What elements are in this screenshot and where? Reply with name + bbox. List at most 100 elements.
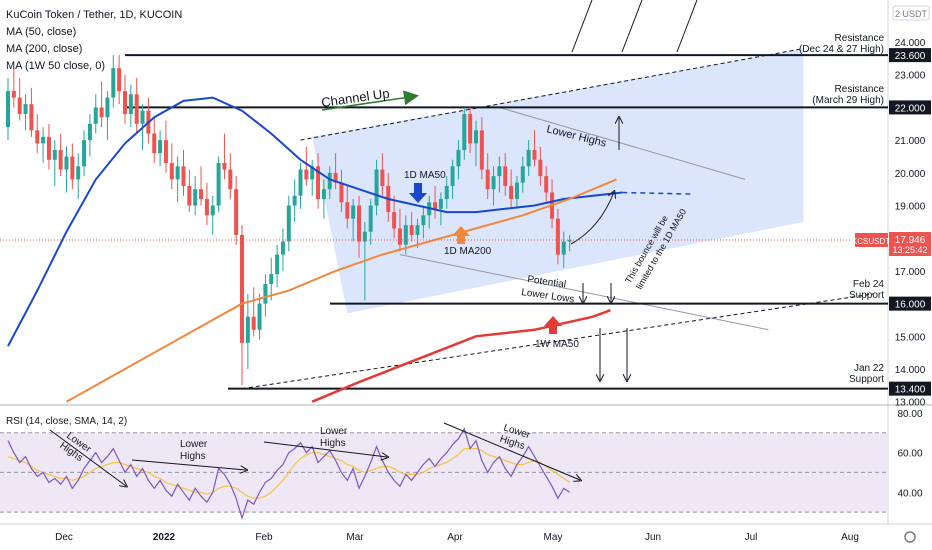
ma200-1d-line	[66, 178, 617, 403]
price-tag	[889, 231, 931, 256]
candle-body	[362, 231, 367, 242]
candle-body	[380, 169, 385, 186]
candle-body	[544, 176, 549, 193]
trendline-layer	[125, 54, 888, 390]
support-1-line1: Feb 24	[853, 279, 885, 290]
settings-gear-icon[interactable]	[904, 531, 916, 543]
candle-body	[485, 169, 490, 190]
candle-body	[158, 140, 163, 154]
candle-body	[538, 159, 543, 177]
projection-line-1	[621, 0, 643, 53]
candle-body	[345, 202, 350, 219]
channel-up-area	[312, 48, 804, 314]
ma50-1w-line	[311, 309, 611, 403]
candle-body	[152, 133, 157, 154]
candle-body	[433, 202, 438, 209]
channel-up-arrow	[321, 90, 419, 111]
candle-body	[310, 166, 315, 180]
ma1w50-legend[interactable]: MA (1W 50 close, 0)	[6, 60, 105, 72]
candle-body	[29, 104, 34, 131]
symbol-tag	[855, 232, 888, 247]
candle-body	[228, 169, 233, 190]
candle-body	[240, 234, 244, 343]
symbol-title[interactable]: KuCoin Token / Tether, 1D, KUCOIN	[6, 9, 182, 21]
candle-body	[123, 91, 127, 114]
channel-upper-line	[300, 48, 804, 141]
moving-averages-layer	[7, 96, 693, 403]
candle-body	[187, 185, 192, 206]
candle-body	[35, 130, 40, 144]
axis-layer: 23.600 22.000 16.000 13.400 KCSUSDT 17.94613:…	[0, 5, 931, 543]
time-axis-label: Jul	[745, 532, 758, 543]
time-axis-label: May	[544, 532, 563, 543]
candle-body	[555, 218, 560, 255]
trendline-lower-lows	[399, 254, 769, 331]
symbol-tag-text: KCSUSDT	[852, 237, 890, 246]
ma50-1d-arrow-icon	[409, 183, 427, 203]
candle-body	[216, 163, 221, 206]
ma200-1d-label: 1D MA200	[444, 246, 492, 257]
candle-body	[87, 123, 92, 141]
rsi-legend[interactable]: RSI (14, close, SMA, 14, 2)	[6, 416, 127, 427]
support-1-line2: Support	[849, 290, 884, 301]
candle-body	[257, 303, 262, 330]
candle-body	[316, 166, 321, 199]
candle-body	[351, 205, 356, 219]
candle-body	[421, 215, 426, 226]
candle-body	[397, 228, 402, 245]
candle-body	[514, 182, 519, 199]
ma50-1d-projection	[622, 191, 693, 195]
price-axis-label: 17.000	[895, 267, 926, 278]
candle-body	[251, 316, 256, 330]
candle-body	[17, 97, 22, 114]
ma50-1d-line	[7, 96, 623, 347]
candle-body	[462, 113, 467, 150]
price-axis[interactable]	[888, 0, 932, 550]
candle-body	[392, 212, 397, 229]
candle-body	[403, 225, 408, 245]
level-tag-16.000	[889, 296, 931, 311]
candle-body	[76, 166, 81, 180]
rsi-trendline-0	[49, 429, 126, 486]
candle-body	[339, 182, 344, 203]
time-axis-label: Apr	[447, 532, 463, 543]
rsi-lower-highs-label: Highs	[320, 438, 346, 449]
ma50-1d-label: 1D MA50	[404, 170, 446, 181]
time-axis-label: Dec	[55, 532, 73, 543]
price-axis-label: 23.000	[895, 71, 926, 82]
candle-body	[292, 195, 297, 206]
candle-body	[64, 156, 69, 170]
candle-body	[509, 185, 514, 199]
candle-body	[99, 107, 104, 118]
candle-body	[269, 274, 274, 285]
price-axis-label: 13.000	[895, 398, 926, 409]
resistance-1-line2: (Dec 24 & 27 High)	[799, 44, 884, 55]
candle-body	[46, 136, 51, 160]
candle-body	[134, 94, 139, 124]
candle-body	[117, 68, 122, 92]
time-axis-label: Aug	[841, 532, 859, 543]
rsi-line	[7, 427, 570, 521]
candle-body	[169, 163, 174, 180]
candle-body	[497, 166, 502, 177]
price-axis-label: 21.000	[895, 136, 926, 147]
rsi-axis-label: 40.00	[897, 488, 922, 499]
candle-body	[415, 225, 420, 235]
level-tag-text-23.600: 23.600	[895, 51, 926, 62]
unit-tag-text: 2 USDT	[895, 9, 928, 19]
rsi-lower-highs-label: Lower	[180, 439, 208, 450]
candle-body	[11, 91, 16, 98]
resistance-2-line2: (March 29 High)	[812, 95, 884, 106]
resistance-2-line1: Resistance	[835, 84, 885, 95]
rsi-trendline-1	[131, 459, 246, 470]
candle-body	[532, 149, 537, 160]
candle-body	[140, 110, 145, 124]
candle-body	[374, 169, 379, 206]
level-tag-text-16.000: 16.000	[895, 300, 926, 311]
ma50-legend[interactable]: MA (50, close)	[6, 26, 76, 38]
candle-body	[327, 172, 332, 190]
ma200-legend[interactable]: MA (200, close)	[6, 43, 82, 55]
candle-body	[111, 68, 116, 98]
